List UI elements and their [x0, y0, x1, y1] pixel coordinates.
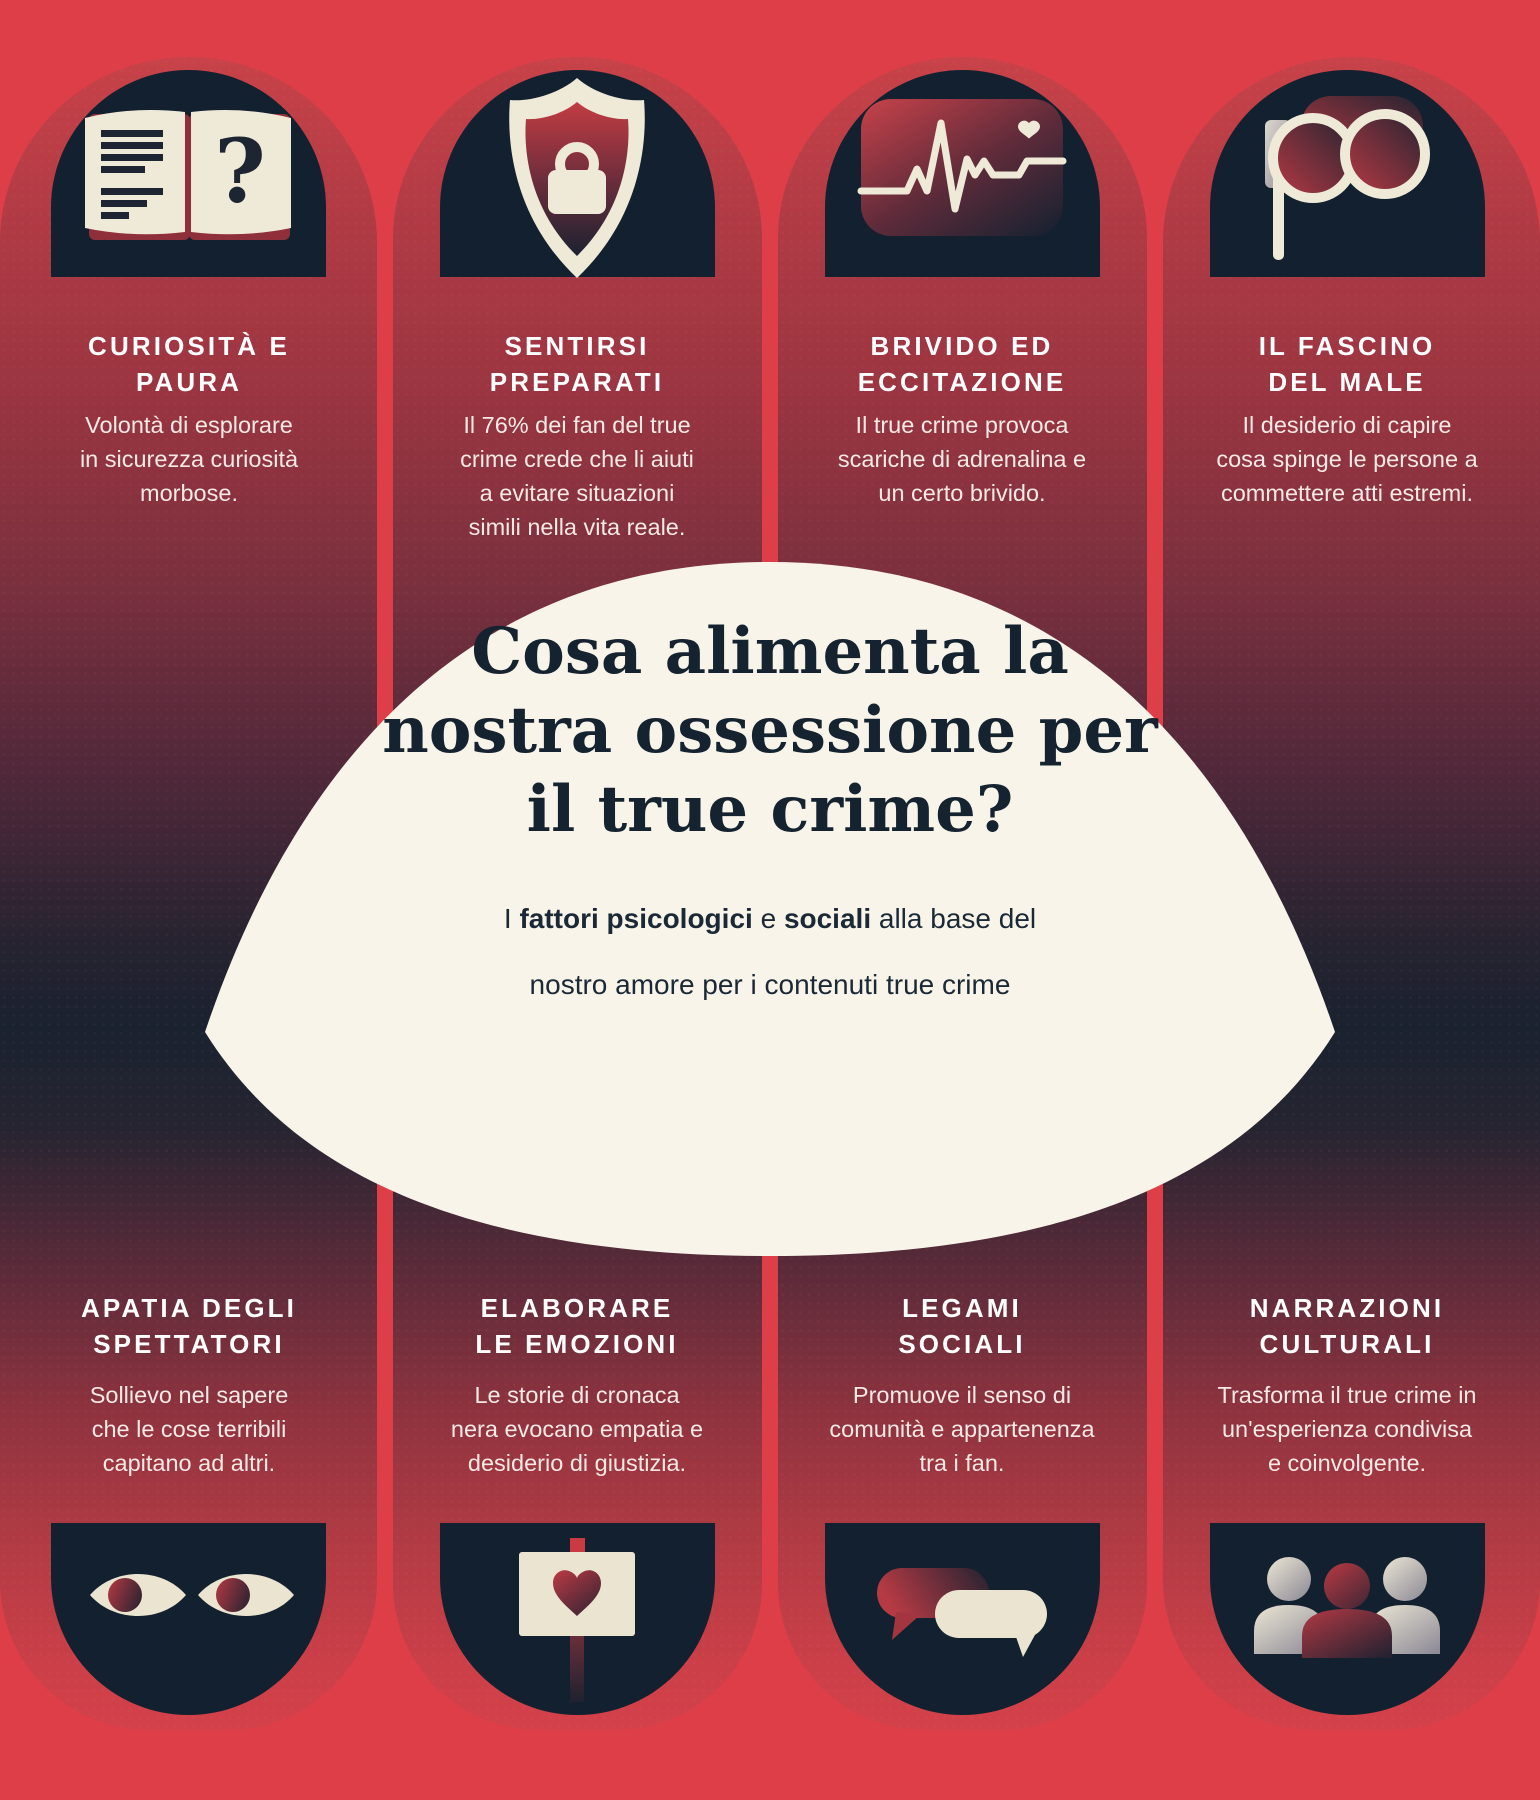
subtitle-text: e: [752, 903, 784, 934]
top-section-2-title: SENTIRSI PREPARATI: [489, 331, 665, 397]
opera-glasses-icon: [1265, 96, 1430, 260]
bottom-section-4-title: NARRAZIONI CULTURALI: [1249, 1293, 1445, 1359]
people-group-icon: [1254, 1557, 1440, 1658]
subtitle-text: alla base del: [871, 903, 1037, 934]
bottom-section-4-description: Trasforma il true crime in un'esperienza…: [1217, 1382, 1477, 1476]
bottom-section-3-title: LEGAMI SOCIALI: [898, 1293, 1026, 1359]
svg-text:?: ?: [214, 119, 266, 223]
top-section-1-description: Volontà di esplorare in sicurezza curios…: [79, 412, 299, 506]
shield-lock-icon: [509, 78, 645, 278]
bottom-section-1-description: Sollievo nel sapere che le cose terribil…: [89, 1382, 289, 1476]
top-section-3-title: BRIVIDO ED ECCITAZIONE: [857, 331, 1067, 397]
main-title: Cosa alimenta la nostra ossessione per i…: [382, 614, 1158, 847]
bottom-section-3-description: Promuove il senso di comunità e apparten…: [829, 1382, 1095, 1476]
subtitle-bold-sociali: sociali: [783, 903, 872, 934]
speech-bubbles-icon: [877, 1568, 1047, 1657]
top-section-1-title: CURIOSITÀ E PAURA: [88, 331, 290, 397]
top-section-4-description: Il desiderio di capire cosa spinge le pe…: [1216, 412, 1478, 506]
subtitle-text: I: [503, 903, 520, 934]
subtitle-line-2: nostro amore per i contenuti true crime: [529, 969, 1011, 1000]
subtitle-line-1: I fattori psicologici e sociali alla bas…: [370, 903, 1170, 935]
heartbeat-monitor-icon: [857, 99, 1067, 236]
bottom-section-1-title: APATIA DEGLI SPETTATORI: [80, 1293, 298, 1359]
watching-eyes-icon: [90, 1574, 294, 1616]
top-section-4-title: IL FASCINO DEL MALE: [1258, 331, 1436, 397]
subtitle-bold-psicologici: fattori psicologici: [519, 903, 753, 934]
open-book-question-icon: ?: [85, 110, 291, 240]
top-section-3-description: Il true crime provoca scariche di adrena…: [837, 412, 1087, 506]
heart-protest-sign-icon: [519, 1538, 635, 1702]
bottom-section-2-description: Le storie di cronaca nera evocano empati…: [450, 1382, 704, 1476]
bottom-section-2-title: ELABORARE LE EMOZIONI: [475, 1293, 679, 1359]
top-section-2-description: Il 76% dei fan del true crime crede che …: [460, 412, 694, 540]
